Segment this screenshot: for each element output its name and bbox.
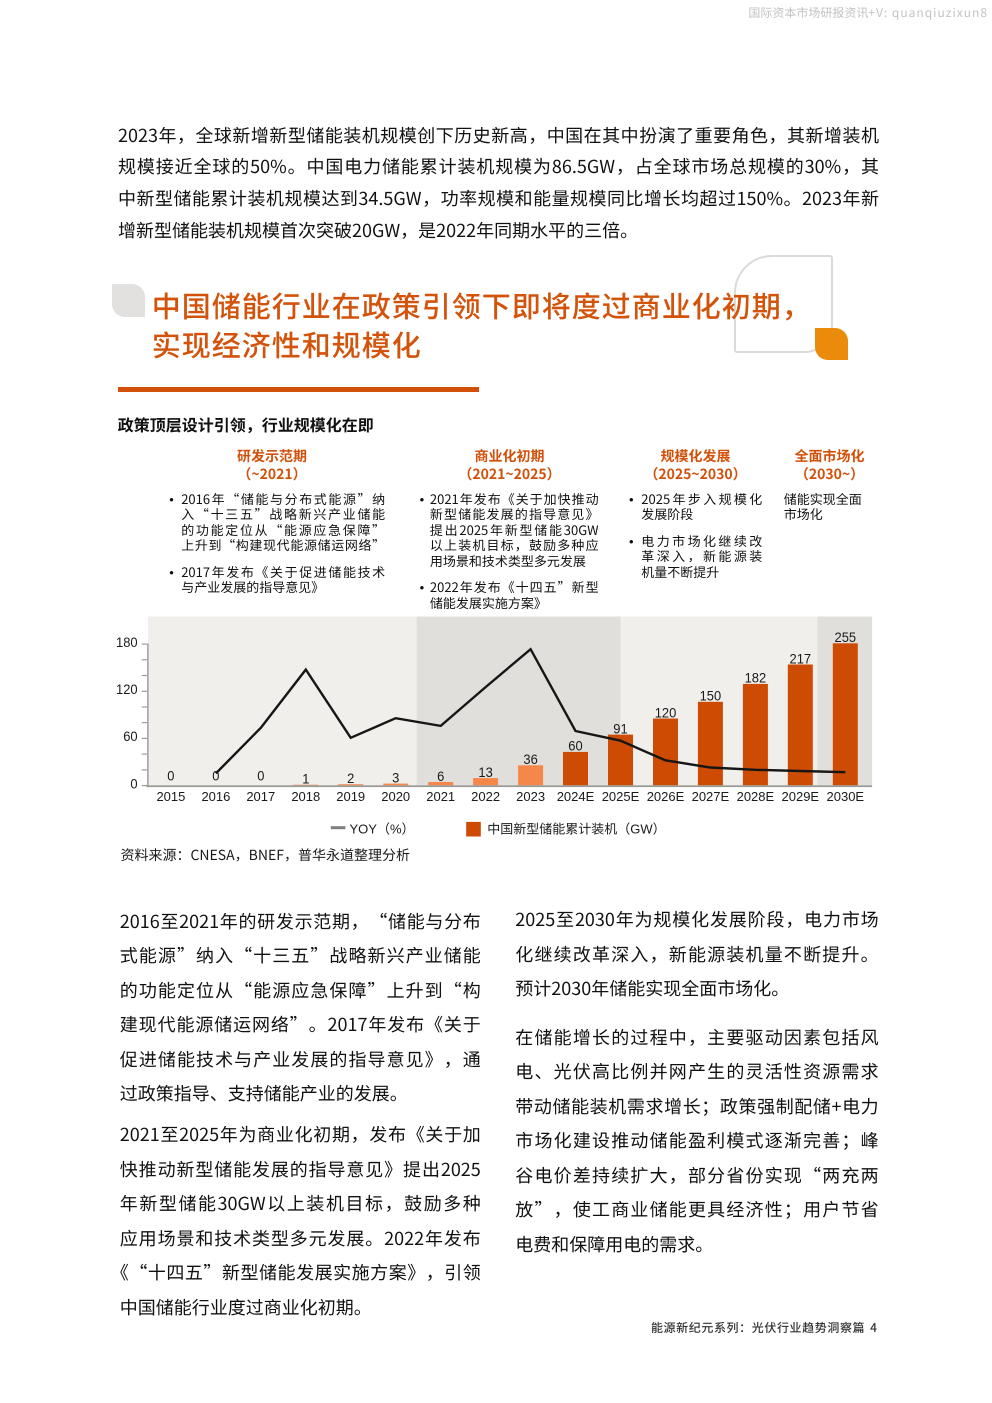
svg-text:120: 120 — [116, 682, 138, 698]
svg-text:2024E: 2024E — [557, 789, 595, 804]
svg-text:0: 0 — [212, 768, 219, 783]
svg-text:60: 60 — [568, 739, 583, 754]
svg-text:180: 180 — [116, 635, 138, 651]
svg-text:2022: 2022 — [471, 789, 500, 804]
svg-text:2023: 2023 — [516, 789, 545, 804]
svg-text:2029E: 2029E — [782, 789, 820, 804]
svg-text:2028E: 2028E — [737, 789, 775, 804]
svg-text:3: 3 — [392, 770, 399, 785]
svg-text:150: 150 — [700, 689, 722, 704]
svg-text:2019: 2019 — [336, 789, 365, 804]
svg-text:2030E: 2030E — [827, 789, 865, 804]
svg-text:182: 182 — [745, 671, 767, 686]
svg-text:2021: 2021 — [426, 789, 455, 804]
svg-text:0: 0 — [257, 768, 264, 783]
svg-text:中国新型储能累计装机（GW）: 中国新型储能累计装机（GW） — [487, 822, 665, 837]
svg-text:91: 91 — [613, 721, 627, 736]
svg-text:120: 120 — [655, 705, 677, 720]
svg-text:2020: 2020 — [381, 789, 410, 804]
svg-text:2018: 2018 — [291, 789, 320, 804]
svg-text:2026E: 2026E — [647, 789, 685, 804]
svg-text:60: 60 — [123, 729, 137, 745]
svg-text:2016: 2016 — [201, 789, 230, 804]
svg-text:255: 255 — [835, 630, 857, 645]
svg-text:2015: 2015 — [156, 789, 185, 804]
svg-text:2027E: 2027E — [692, 789, 730, 804]
svg-text:0: 0 — [167, 768, 174, 783]
svg-text:2017: 2017 — [246, 789, 275, 804]
svg-text:2: 2 — [347, 771, 354, 786]
svg-text:217: 217 — [790, 651, 812, 666]
svg-text:13: 13 — [478, 765, 493, 780]
svg-text:0: 0 — [130, 776, 137, 792]
svg-text:6: 6 — [437, 769, 444, 784]
svg-text:36: 36 — [523, 752, 538, 767]
svg-text:2025E: 2025E — [602, 789, 640, 804]
svg-text:YOY（%）: YOY（%） — [350, 822, 415, 837]
svg-text:1: 1 — [302, 772, 309, 787]
